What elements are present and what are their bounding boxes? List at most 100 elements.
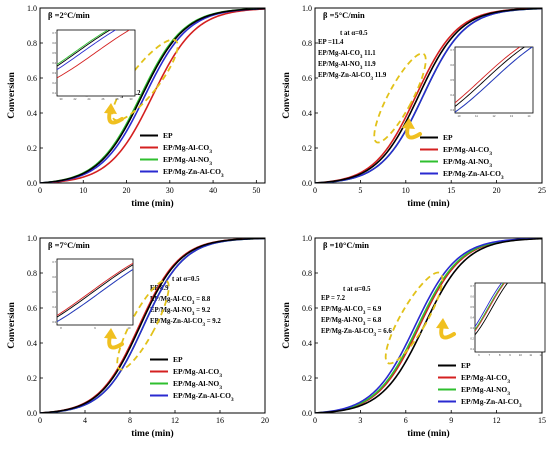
inset-series-line xyxy=(57,30,117,71)
t-value-2: EP/Mg-Al-CO3 = 8.8 xyxy=(150,296,211,306)
zoom-inset: 0.7 0.6 0.5 0.4 0.3 8 9 10 xyxy=(52,258,134,330)
t-at-alpha-header: t at α=0.5 xyxy=(172,276,200,283)
inset-frame xyxy=(56,29,136,97)
curved-arrow-head xyxy=(104,103,117,114)
x-tick-label: 3 xyxy=(358,416,362,425)
x-tick-label: 20 xyxy=(261,416,269,425)
curved-arrow-head xyxy=(402,118,415,129)
x-axis-label: time (min) xyxy=(407,198,449,209)
x-tick-label: 0 xyxy=(38,186,42,195)
inset-x-tick: 9 xyxy=(94,326,96,330)
inset-x-tick: 24 xyxy=(88,97,91,101)
y-tick-label: 0.2 xyxy=(27,144,37,153)
inset-y-tick: 0.5 xyxy=(470,305,474,309)
inset-series-line xyxy=(57,268,133,323)
t-value-1: EP =11.4 xyxy=(318,39,344,46)
y-tick-label: 0.0 xyxy=(302,409,312,418)
heating-rate-label: β =2°C/min xyxy=(48,10,90,20)
curved-arrow xyxy=(405,124,422,140)
chart-panel-1: 0.0 0.2 0.4 0.6 0.8 1.0 0 10 20 30 40 50 time (min) C… xyxy=(7,4,266,209)
inset-x-tick: 10 xyxy=(519,353,522,357)
x-tick-label: 0 xyxy=(313,186,317,195)
series-line-ep xyxy=(315,238,542,413)
curved-arrow-head xyxy=(436,318,449,329)
y-axis-label: Conversion xyxy=(7,302,17,349)
curved-arrow xyxy=(107,334,124,350)
legend-label-1: EP xyxy=(173,355,183,364)
chart-panel-4: 0.0 0.2 0.4 0.6 0.8 1.0 0 3 6 9 12 15 time (min) Conv… xyxy=(282,234,546,439)
y-tick-label: 0.4 xyxy=(302,109,312,118)
inset-y-tick: 0.2 xyxy=(470,337,474,341)
inset-y-tick: 0.5 xyxy=(52,290,56,294)
chart-panel-2: 0.0 0.2 0.4 0.6 0.8 1.0 0 5 10 15 20 25 time (min) Co… xyxy=(282,4,546,209)
inset-y-tick: 0.6 xyxy=(52,275,56,279)
x-tick-label: 10 xyxy=(79,186,87,195)
legend-label-1: EP xyxy=(461,361,471,370)
y-tick-label: 0.4 xyxy=(302,339,312,348)
x-tick-label: 6 xyxy=(404,416,408,425)
inset-y-tick: 0.7 xyxy=(52,260,56,264)
zoom-inset: 0.7 0.6 0.5 0.4 0.3 10 11 12 13 14 xyxy=(450,46,534,118)
legend-label-3: EP/Mg-Al-NO3 xyxy=(163,155,212,167)
legend: EP EP/Mg-Al-CO3EP/Mg-Al-NO3EP/Mg-Zn-Al-CO… xyxy=(140,131,224,179)
plot-frame xyxy=(39,7,266,184)
legend: EP EP/Mg-Al-CO3EP/Mg-Al-NO3EP/Mg-Zn-Al-CO… xyxy=(438,361,522,409)
x-tick-label: 30 xyxy=(166,186,174,195)
x-tick-label: 20 xyxy=(493,186,501,195)
inset-x-tick: 11 xyxy=(475,114,478,118)
inset-y-tick: 0.3 xyxy=(52,320,56,324)
y-tick-label: 0.2 xyxy=(302,374,312,383)
x-tick-label: 0 xyxy=(38,416,42,425)
x-tick-label: 12 xyxy=(493,416,501,425)
chart-panel-3: 0.0 0.2 0.4 0.6 0.8 1.0 0 4 8 12 16 20 time (min) Con… xyxy=(7,234,269,439)
x-tick-label: 15 xyxy=(447,186,455,195)
y-axis-label: Conversion xyxy=(282,72,292,119)
inset-series-line xyxy=(57,30,109,66)
x-tick-label: 15 xyxy=(538,416,546,425)
inset-x-tick: 10 xyxy=(458,114,461,118)
y-tick-label: 0.2 xyxy=(27,374,37,383)
highlight-ellipse xyxy=(111,38,179,122)
inset-y-tick: 0.6 xyxy=(470,295,474,299)
highlight-ellipse xyxy=(373,52,427,144)
inset-x-tick: 8 xyxy=(499,353,501,357)
x-tick-label: 40 xyxy=(209,186,217,195)
y-tick-label: 0.0 xyxy=(302,179,312,188)
inset-series-line xyxy=(57,262,133,317)
t-value-2: EP/Mg-Al-CO3 11.1 xyxy=(318,50,376,60)
x-tick-label: 20 xyxy=(123,186,131,195)
legend-label-2: EP/Mg-Al-CO3 xyxy=(461,373,510,385)
heating-rate-label: β =10°C/min xyxy=(323,240,369,250)
y-tick-label: 1.0 xyxy=(302,4,312,13)
y-tick-label: 0.2 xyxy=(302,144,312,153)
legend-label-1: EP xyxy=(443,133,453,142)
x-axis-label: time (min) xyxy=(131,198,173,209)
inset-x-tick: 12 xyxy=(493,114,496,118)
legend-label-3: EP/Mg-Al-NO3 xyxy=(461,385,510,397)
inset-frame xyxy=(474,282,546,353)
inset-x-tick: 6 xyxy=(478,353,480,357)
x-tick-label: 0 xyxy=(313,416,317,425)
inset-x-tick: 22 xyxy=(74,97,77,101)
y-axis-label: Conversion xyxy=(7,72,17,119)
series-line-ep-mg-zn-al-co3 xyxy=(315,238,542,413)
x-axis-label: time (min) xyxy=(407,428,449,439)
x-tick-label: 16 xyxy=(216,416,224,425)
curved-arrow xyxy=(439,324,456,340)
y-tick-label: 0.8 xyxy=(302,269,312,278)
t-value-3: EP/Mg-Al-NO3 11.9 xyxy=(318,61,376,71)
t-at-alpha-header: t at α=0.5 xyxy=(340,30,368,37)
curved-arrow xyxy=(107,109,124,125)
y-tick-label: 0.6 xyxy=(27,74,37,83)
t-value-3: EP/Mg-Al-NO3 = 9.2 xyxy=(150,307,211,317)
legend-label-2: EP/Mg-Al-CO3 xyxy=(163,143,212,155)
inset-y-tick: 0.1 xyxy=(470,347,474,351)
x-tick-label: 8 xyxy=(128,416,132,425)
inset-series-line xyxy=(57,30,131,79)
y-tick-label: 0.0 xyxy=(27,409,37,418)
inset-y-tick: 0.3 xyxy=(52,71,56,75)
x-tick-label: 5 xyxy=(358,186,362,195)
inset-series-line xyxy=(57,30,111,67)
y-tick-label: 0.8 xyxy=(27,269,37,278)
